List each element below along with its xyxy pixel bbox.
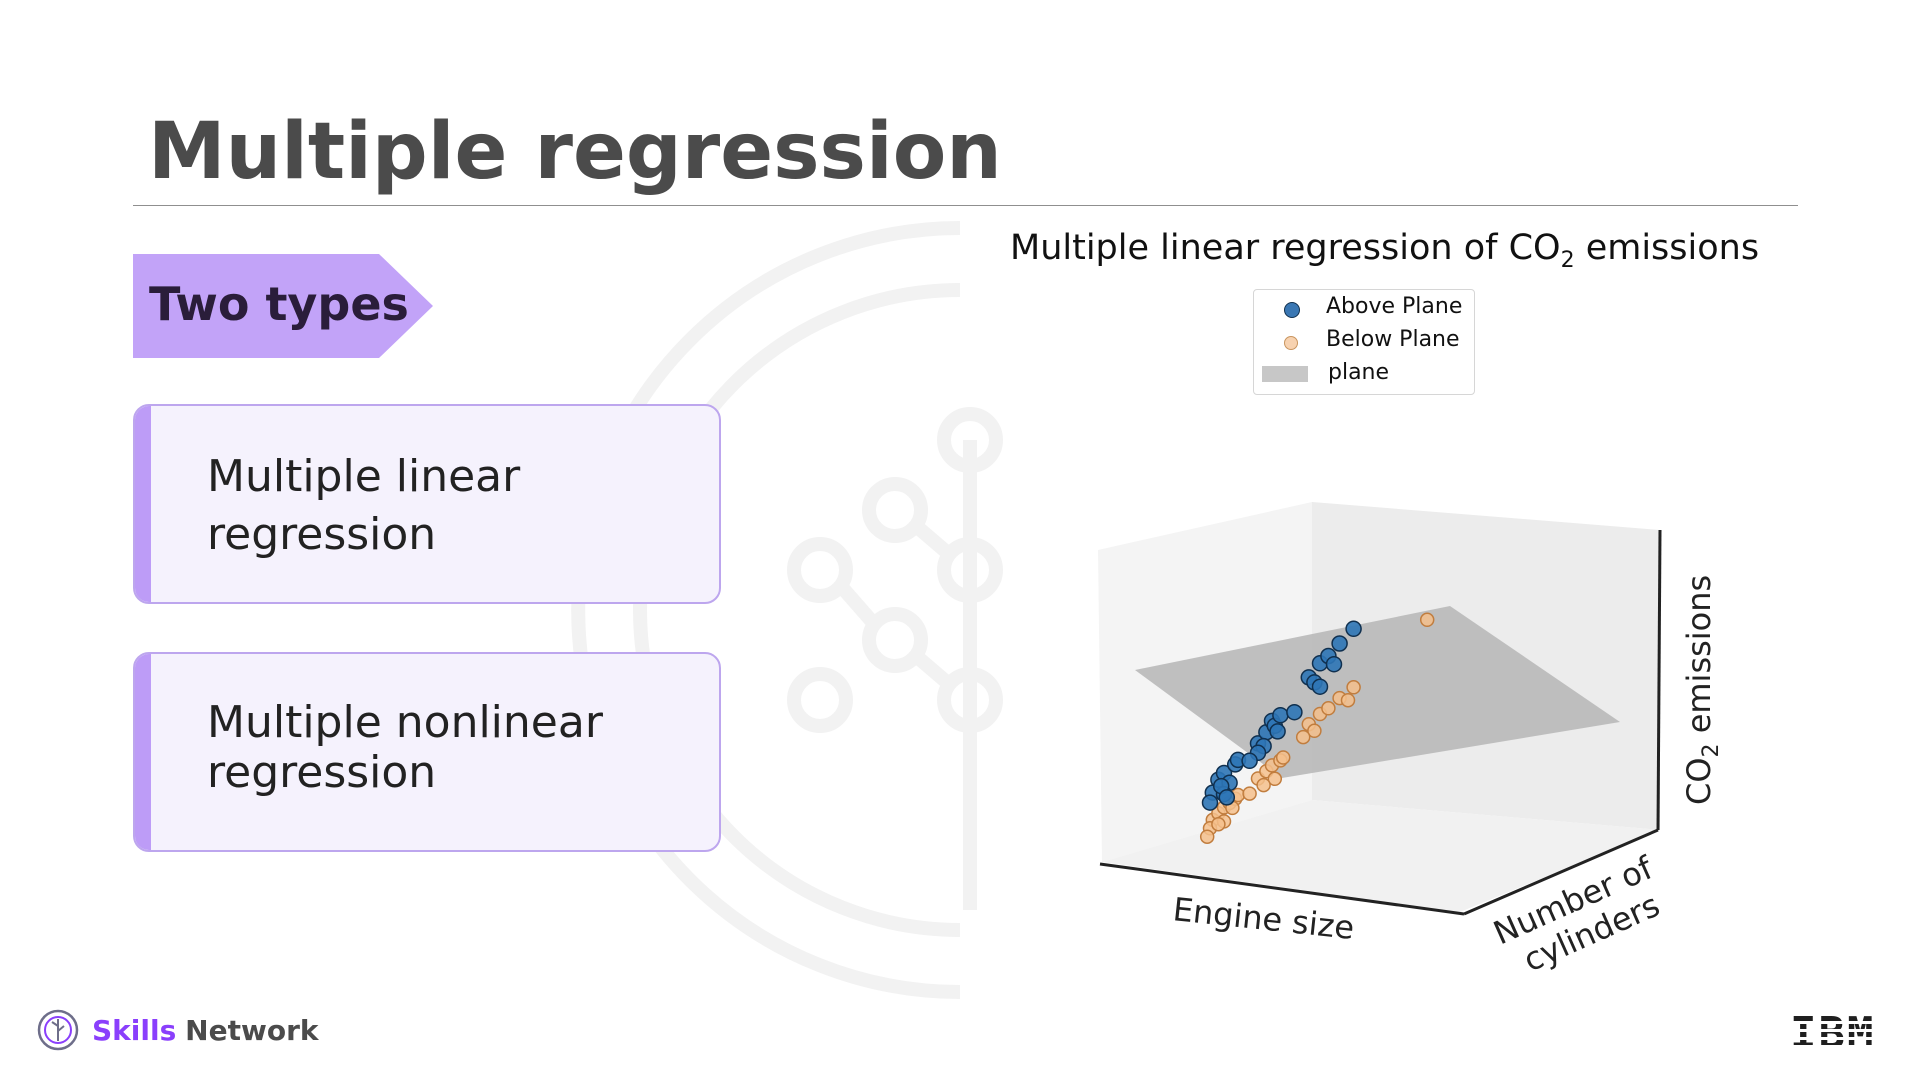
z-axis-line [1656, 529, 1662, 831]
card-accent-bar [135, 654, 151, 850]
floor-pane [1102, 800, 1660, 912]
below-plane-point-12 [1256, 777, 1271, 793]
below-plane-point-16 [1321, 701, 1336, 716]
card-text: Multiple nonlinear regression [207, 698, 603, 798]
two-types-tag: Two types [133, 254, 433, 358]
above-plane-point-18 [1345, 620, 1362, 638]
below-plane-point-22 [1242, 786, 1257, 801]
legend-label: Below Plane [1326, 327, 1460, 352]
above-plane-point-6 [1201, 794, 1219, 811]
data-points [1199, 612, 1435, 844]
x-axis-label: Engine size [1171, 890, 1356, 947]
below-plane-point-23 [1275, 750, 1291, 765]
below-plane-point-18 [1346, 680, 1361, 695]
legend-label: plane [1328, 360, 1390, 385]
card-line: regression [207, 747, 437, 798]
card-line: Multiple linear [207, 451, 521, 502]
chart-title-tail: emissions [1574, 228, 1760, 268]
chart-title-subscript: 2 [1560, 248, 1575, 273]
below-plane-point-10 [1267, 771, 1283, 787]
card-multiple-linear-regression: Multiple linear regression [133, 404, 721, 604]
above-plane-point-24 [1286, 703, 1303, 721]
legend-marker-below [1284, 336, 1298, 350]
card-line: regression [207, 509, 437, 560]
skills-network-brand: Skills Network [36, 1008, 319, 1052]
brand-name: Skills Network [92, 1014, 319, 1047]
card-text: Multiple linear regression [207, 448, 520, 564]
above-plane-point-27 [1218, 789, 1236, 806]
above-plane-point-22 [1241, 752, 1258, 770]
tag-arrow-shape [133, 254, 433, 358]
scatter-3d-plot: Engine size Number of cylinders CO2 emis… [1098, 502, 1724, 979]
above-plane-point-17 [1331, 635, 1348, 652]
brand-skills: Skills [92, 1014, 177, 1047]
legend-label: Above Plane [1326, 294, 1463, 319]
z-axis-label-main: CO [1680, 757, 1718, 805]
above-plane-point-20 [1325, 655, 1343, 673]
ibm-logo: IBM [1790, 1008, 1876, 1059]
legend-patch-plane [1262, 366, 1308, 382]
chart-title-main: Multiple linear regression of CO [1010, 228, 1561, 268]
below-plane-point-21 [1199, 829, 1215, 844]
above-plane-point-11 [1272, 706, 1289, 724]
legend-item-above-plane: Above Plane [1254, 294, 1474, 324]
title-divider [133, 205, 1798, 206]
z-axis-label-tail: emissions [1680, 575, 1718, 744]
skills-network-logo-icon [37, 1009, 79, 1051]
card-line: Multiple nonlinear [207, 697, 603, 748]
legend-item-below-plane: Below Plane [1254, 327, 1474, 357]
above-plane-point-23 [1269, 723, 1286, 740]
slide-title: Multiple regression [148, 107, 1002, 197]
z-axis-label-subscript: 2 [1699, 743, 1724, 757]
regression-plane [1135, 606, 1620, 778]
below-plane-point-20 [1419, 612, 1435, 628]
x-axis-line [1099, 862, 1465, 916]
above-plane-point-25 [1311, 678, 1329, 695]
z-axis-label: CO2 emissions [1680, 575, 1724, 805]
below-plane-point-26 [1211, 816, 1226, 832]
below-plane-point-24 [1295, 729, 1311, 745]
brand-network: Network [185, 1014, 319, 1047]
chart-legend: Above Plane Below Plane plane [1253, 289, 1475, 395]
legend-item-plane: plane [1254, 360, 1474, 390]
card-accent-bar [135, 406, 151, 602]
legend-marker-above [1284, 302, 1300, 318]
background-logo-watermark [571, 221, 1003, 999]
tag-label: Two types [149, 277, 409, 331]
y-axis-line [1463, 828, 1659, 916]
card-multiple-nonlinear-regression: Multiple nonlinear regression [133, 652, 721, 852]
chart-title: Multiple linear regression of CO2 emissi… [1010, 228, 1759, 273]
below-plane-point-19 [1307, 723, 1322, 739]
below-plane-point-25 [1340, 692, 1356, 708]
